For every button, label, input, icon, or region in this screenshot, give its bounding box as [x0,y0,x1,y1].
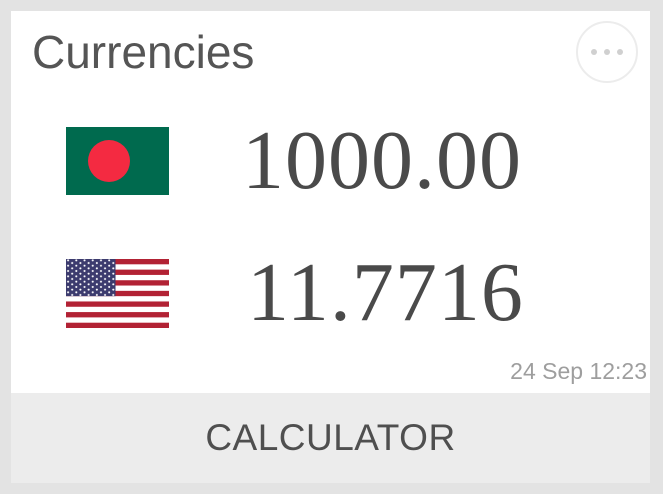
currency-widget: Currencies 1000.00 [11,11,650,483]
united-states-flag-icon[interactable] [66,259,169,328]
more-options-button[interactable] [576,21,638,83]
base-currency-amount[interactable]: 1000.00 [242,114,522,207]
widget-title: Currencies [32,26,255,78]
calculator-button[interactable]: CALCULATOR [11,393,650,483]
bangladesh-flag-icon[interactable] [66,127,169,195]
converted-currency-amount[interactable]: 11.7716 [247,246,524,339]
more-horizontal-icon [591,49,623,55]
last-updated-timestamp: 24 Sep 12:23 [510,358,647,384]
